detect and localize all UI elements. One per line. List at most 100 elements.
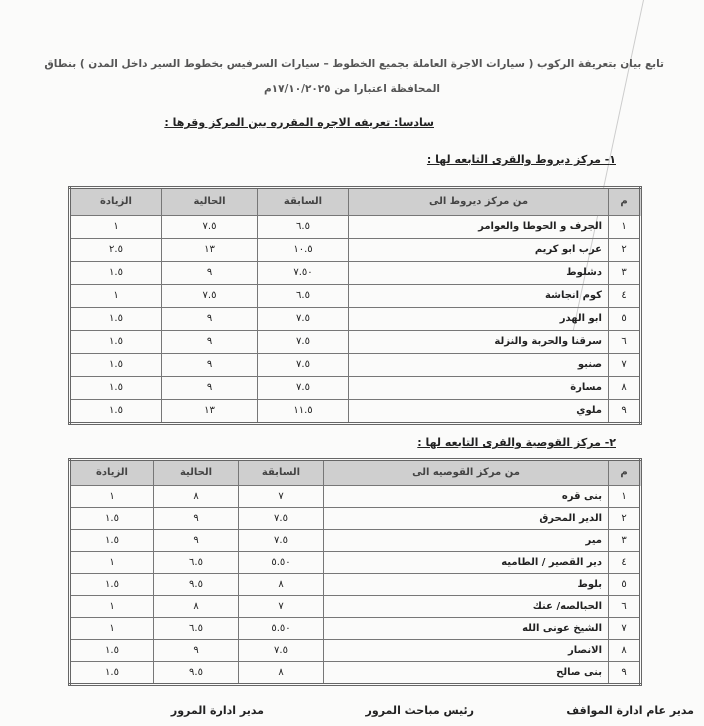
- increase: ١: [69, 215, 162, 239]
- table-row: ١ بنى قره ٧ ٨ ١: [69, 485, 641, 508]
- increase: ١.٥: [69, 507, 154, 530]
- col-header: الزيادة: [69, 187, 162, 216]
- signature-traffic-investigations: رئيس مباحث المرور: [365, 704, 474, 717]
- row-number: ٩: [608, 399, 641, 424]
- destination: مير: [323, 529, 609, 552]
- destination: الجرف و الحوطا والعوامر: [348, 215, 609, 239]
- previous-fare: ٥.٥٠: [238, 617, 324, 640]
- destination: الانصار: [323, 639, 609, 662]
- signature-traffic-director: مدير ادارة المرور: [170, 704, 264, 717]
- row-number: ٨: [608, 376, 641, 400]
- fare-table-qusiya: م من مركز القوصيه الى السابقة الحالية ال…: [68, 458, 642, 686]
- destination: صنبو: [348, 353, 609, 377]
- col-header: الحالية: [153, 459, 239, 486]
- table2-heading: ٢- مركز القوصية والقرى التابعه لها :: [417, 436, 616, 449]
- table-row: ٣ مير ٧.٥ ٩ ١.٥: [69, 529, 641, 552]
- previous-fare: ٧.٥: [257, 376, 349, 400]
- increase: ١.٥: [69, 639, 154, 662]
- row-number: ٦: [608, 595, 641, 618]
- destination: بنى صالح: [323, 661, 609, 685]
- row-number: ٥: [608, 573, 641, 596]
- current-fare: ٩: [161, 330, 258, 354]
- current-fare: ١٣: [161, 238, 258, 262]
- previous-fare: ٧.٥: [257, 307, 349, 331]
- current-fare: ٨: [153, 485, 239, 508]
- fare-table-dayrout: م من مركز ديروط الى السابقة الحالية الزي…: [68, 186, 642, 425]
- previous-fare: ٧.٥: [238, 507, 324, 530]
- col-header: السابقة: [238, 459, 324, 486]
- col-header: م: [608, 459, 641, 486]
- current-fare: ٩: [153, 639, 239, 662]
- increase: ١: [69, 595, 154, 618]
- table-row: ٢ الدير المحرق ٧.٥ ٩ ١.٥: [69, 507, 641, 530]
- table-row: ٦ سرقنا والحربة والنزلة ٧.٥ ٩ ١.٥: [69, 330, 641, 354]
- increase: ١.٥: [69, 376, 162, 400]
- increase: ١.٥: [69, 573, 154, 596]
- current-fare: ٩.٥: [153, 573, 239, 596]
- previous-fare: ١١.٥: [257, 399, 349, 424]
- table-row: ٨ الانصار ٧.٥ ٩ ١.٥: [69, 639, 641, 662]
- previous-fare: ٨: [238, 661, 324, 685]
- table-row: ٤ دير القصير / الطاميه ٥.٥٠ ٦.٥ ١: [69, 551, 641, 574]
- previous-fare: ٧.٥: [238, 529, 324, 552]
- increase: ١: [69, 551, 154, 574]
- current-fare: ٧.٥: [161, 284, 258, 308]
- previous-fare: ٨: [238, 573, 324, 596]
- current-fare: ١٣: [161, 399, 258, 424]
- previous-fare: ٧.٥٠: [257, 261, 349, 285]
- row-number: ٤: [608, 284, 641, 308]
- table-row: ٤ كوم انجاشة ٦.٥ ٧.٥ ١: [69, 284, 641, 308]
- col-header: من مركز القوصيه الى: [323, 459, 609, 486]
- increase: ٢.٥: [69, 238, 162, 262]
- row-number: ٢: [608, 507, 641, 530]
- destination: الشيخ عونى الله: [323, 617, 609, 640]
- destination: كوم انجاشة: [348, 284, 609, 308]
- table-row: ٣ دشلوط ٧.٥٠ ٩ ١.٥: [69, 261, 641, 285]
- previous-fare: ٧.٥: [257, 353, 349, 377]
- destination: بنى قره: [323, 485, 609, 508]
- table-row: ٩ بنى صالح ٨ ٩.٥ ١.٥: [69, 661, 641, 685]
- previous-fare: ٧: [238, 595, 324, 618]
- table-row: ٧ الشيخ عونى الله ٥.٥٠ ٦.٥ ١: [69, 617, 641, 640]
- current-fare: ٨: [153, 595, 239, 618]
- increase: ١.٥: [69, 399, 162, 424]
- increase: ١: [69, 485, 154, 508]
- col-header: من مركز ديروط الى: [348, 187, 609, 216]
- table-row: ٧ صنبو ٧.٥ ٩ ١.٥: [69, 353, 641, 377]
- table-row: ٩ ملوي ١١.٥ ١٣ ١.٥: [69, 399, 641, 424]
- row-number: ٤: [608, 551, 641, 574]
- increase: ١.٥: [69, 661, 154, 685]
- table-row: ٢ عرب ابو كريم ١٠.٥ ١٣ ٢.٥: [69, 238, 641, 262]
- row-number: ٩: [608, 661, 641, 685]
- current-fare: ٩: [161, 353, 258, 377]
- destination: سرقنا والحربة والنزلة: [348, 330, 609, 354]
- current-fare: ٩: [153, 507, 239, 530]
- row-number: ٥: [608, 307, 641, 331]
- col-header: السابقة: [257, 187, 349, 216]
- current-fare: ٩: [153, 529, 239, 552]
- doc-title-line1: تابع بيان بتعريفة الركوب ( سيارات الاجرة…: [44, 58, 664, 70]
- current-fare: ٩: [161, 307, 258, 331]
- table-row: ٨ مسارة ٧.٥ ٩ ١.٥: [69, 376, 641, 400]
- increase: ١: [69, 617, 154, 640]
- increase: ١.٥: [69, 330, 162, 354]
- increase: ١.٥: [69, 261, 162, 285]
- col-header: م: [608, 187, 641, 216]
- table-row: ١ الجرف و الحوطا والعوامر ٦.٥ ٧.٥ ١: [69, 215, 641, 239]
- table-row: ٥ ابو الهدر ٧.٥ ٩ ١.٥: [69, 307, 641, 331]
- increase: ١.٥: [69, 529, 154, 552]
- previous-fare: ٦.٥: [257, 284, 349, 308]
- previous-fare: ٧.٥: [257, 330, 349, 354]
- previous-fare: ٧.٥: [238, 639, 324, 662]
- destination: دشلوط: [348, 261, 609, 285]
- previous-fare: ٥.٥٠: [238, 551, 324, 574]
- destination: ملوي: [348, 399, 609, 424]
- destination: ابو الهدر: [348, 307, 609, 331]
- increase: ١.٥: [69, 353, 162, 377]
- row-number: ٨: [608, 639, 641, 662]
- doc-title-line2: المحافظة اعتبارا من ١٧/١٠/٢٠٢٥م: [263, 83, 441, 95]
- signature-parking-director: مدير عام ادارة المواقف: [566, 704, 694, 717]
- row-number: ١: [608, 485, 641, 508]
- destination: الحبالصه/ عنك: [323, 595, 609, 618]
- row-number: ٧: [608, 617, 641, 640]
